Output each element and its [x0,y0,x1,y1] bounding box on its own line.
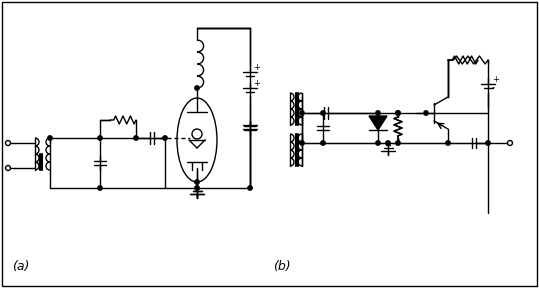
Circle shape [300,111,304,115]
Circle shape [396,111,400,115]
Circle shape [134,136,138,140]
Circle shape [195,180,199,184]
Circle shape [508,141,513,145]
Circle shape [386,141,390,145]
Circle shape [486,141,490,145]
Circle shape [48,136,52,140]
Text: (b): (b) [273,260,291,273]
Circle shape [98,186,102,190]
Circle shape [5,141,10,145]
Circle shape [446,141,450,145]
Text: (a): (a) [12,260,29,273]
Text: -: - [492,84,495,92]
Circle shape [321,111,325,115]
Circle shape [163,136,167,140]
Text: +: + [253,63,260,73]
Circle shape [396,141,400,145]
Circle shape [376,111,380,115]
Text: +: + [253,79,260,88]
Circle shape [248,186,252,190]
Circle shape [195,186,199,190]
Circle shape [376,141,380,145]
Circle shape [321,141,325,145]
Circle shape [424,111,428,115]
Circle shape [300,141,304,145]
Circle shape [396,111,400,115]
Circle shape [195,86,199,90]
Text: +: + [492,75,499,84]
Circle shape [98,136,102,140]
Polygon shape [369,116,387,130]
Circle shape [5,166,10,170]
